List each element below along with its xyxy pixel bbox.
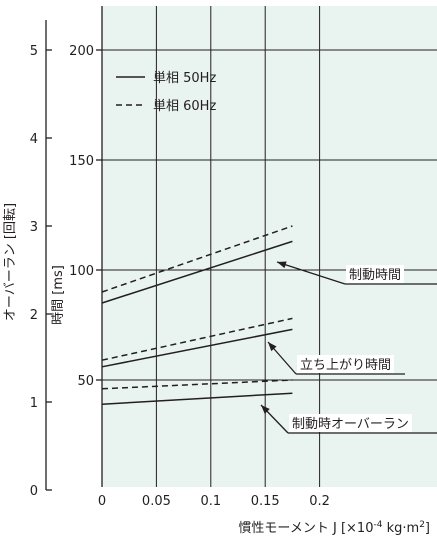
- overrun-tick-label: 0: [30, 484, 38, 499]
- x-tick-label: 0.15: [251, 494, 280, 509]
- overrun-tick-label: 4: [30, 132, 38, 147]
- annotation-arrowhead: [268, 342, 277, 352]
- x-tick-label: 0.1: [200, 494, 221, 509]
- series-line-60hz: [101, 225, 293, 293]
- overrun-tick-label: 3: [30, 220, 38, 235]
- grid: [102, 6, 437, 487]
- x-tick-label: 0.05: [142, 494, 171, 509]
- series-line-50hz: [101, 392, 293, 405]
- annotation-bg: [297, 355, 394, 373]
- annotation-label: 制動時間: [349, 268, 401, 283]
- plot-area: [102, 6, 437, 487]
- time-tick-label: 200: [69, 44, 94, 59]
- annotation-bg: [346, 265, 404, 283]
- x-axis-label: 慣性モーメント J [×10-4 kg·m2]: [238, 520, 430, 536]
- annotation-bg: [289, 414, 412, 432]
- legend-label: 単相 50Hz: [153, 70, 216, 86]
- overrun-tick-label: 5: [30, 44, 38, 59]
- annotation-arrowhead: [261, 405, 270, 414]
- annotation-label: 立ち上がり時間: [300, 358, 391, 373]
- legend: 単相 50Hz 単相 60Hz: [116, 70, 216, 114]
- x-tick-label: 0: [98, 494, 106, 509]
- series-line-50hz: [101, 240, 293, 304]
- annotation-label: 制動時オーバーラン: [292, 417, 409, 432]
- series-line-60hz: [101, 317, 293, 361]
- overrun-tick-label: 2: [30, 308, 38, 323]
- x-tick-label: 0.2: [309, 494, 330, 509]
- overrun-tick-label: 1: [30, 396, 38, 411]
- legend-label: 単相 60Hz: [153, 98, 216, 114]
- axes: 0 0.05 0.1 0.15 0.2 50 100 150 200 0 1 2 3 4 5: [30, 6, 330, 509]
- time-tick-label: 100: [69, 264, 94, 279]
- time-tick-label: 150: [69, 154, 94, 169]
- series-layer: [101, 225, 293, 405]
- annotation-leader: [276, 261, 346, 285]
- time-axis-label: 時間 [ms]: [51, 265, 66, 325]
- series-line-60hz: [101, 379, 293, 390]
- series-line-50hz: [101, 328, 293, 368]
- annotation-arrowhead: [277, 261, 287, 269]
- time-tick-label: 50: [77, 374, 94, 389]
- overrun-axis-label: オーバーラン [回転]: [3, 203, 18, 321]
